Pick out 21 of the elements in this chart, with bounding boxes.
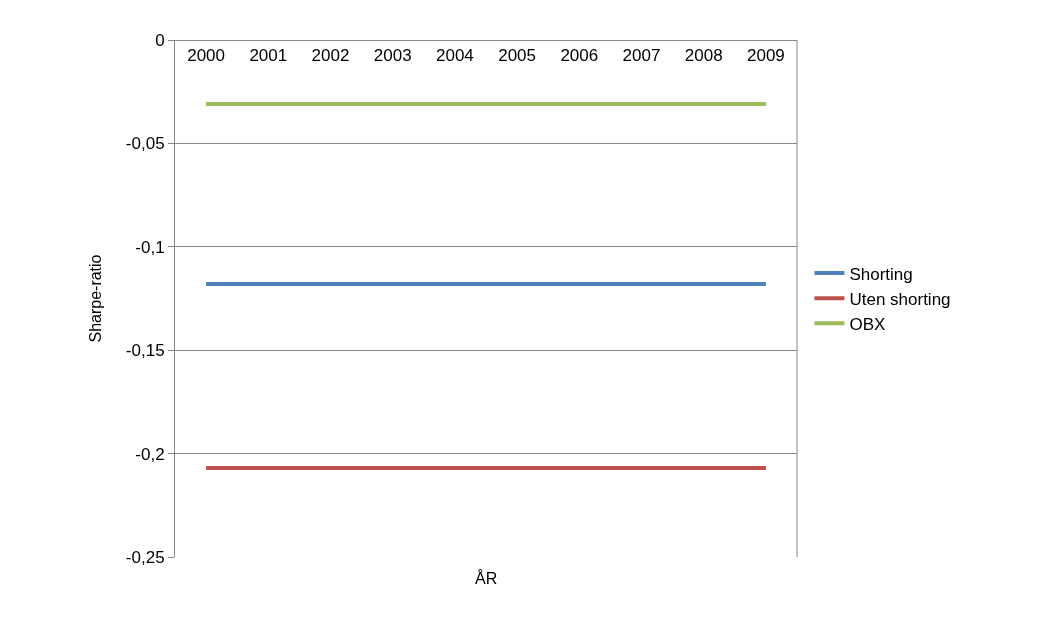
legend-label: Uten shorting [849, 289, 951, 309]
y-tick-label: 0 [155, 30, 165, 50]
y-axis-title: Sharpe-ratio [86, 254, 104, 343]
y-tick-label: -0,25 [125, 547, 165, 567]
x-tick-label: 2000 [187, 46, 226, 66]
x-tick-label: 2005 [498, 46, 537, 66]
x-tick-label: 2006 [560, 46, 599, 66]
y-tick-label: -0,15 [125, 341, 165, 361]
y-tick-label: -0,05 [125, 134, 165, 154]
x-tick-label: 2001 [249, 46, 288, 66]
x-tick-label: 2003 [373, 46, 412, 66]
x-tick-label: 2004 [435, 46, 474, 66]
x-tick-label: 2009 [746, 46, 785, 66]
x-tick-label: 2007 [622, 46, 661, 66]
legend-label: Shorting [849, 264, 913, 284]
x-tick-label: 2002 [311, 46, 350, 66]
x-axis-title: ÅR [475, 569, 498, 587]
legend-label: OBX [849, 314, 886, 334]
y-tick-label: -0,2 [135, 444, 165, 464]
x-tick-label: 2008 [684, 46, 723, 66]
y-tick-label: -0,1 [135, 237, 165, 257]
